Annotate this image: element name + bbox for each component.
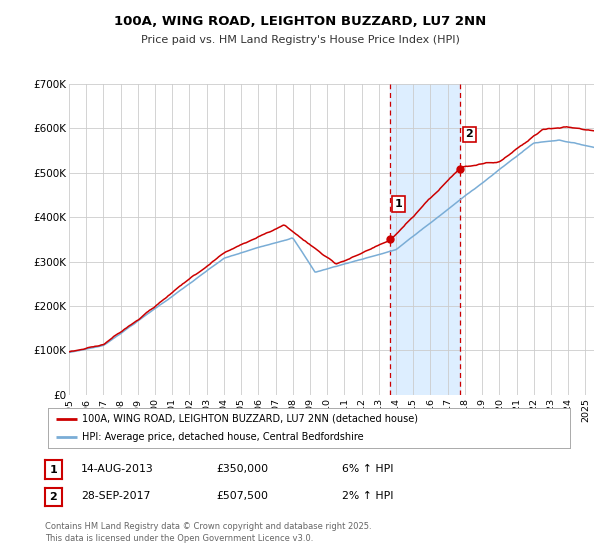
Text: £507,500: £507,500 [216,491,268,501]
Text: 6% ↑ HPI: 6% ↑ HPI [342,464,394,474]
Text: 2: 2 [50,492,57,502]
Text: 2% ↑ HPI: 2% ↑ HPI [342,491,394,501]
Text: 100A, WING ROAD, LEIGHTON BUZZARD, LU7 2NN (detached house): 100A, WING ROAD, LEIGHTON BUZZARD, LU7 2… [82,414,418,423]
Text: 1: 1 [50,465,57,474]
Text: Price paid vs. HM Land Registry's House Price Index (HPI): Price paid vs. HM Land Registry's House … [140,35,460,45]
Text: 1: 1 [395,199,403,209]
Text: £350,000: £350,000 [216,464,268,474]
Text: HPI: Average price, detached house, Central Bedfordshire: HPI: Average price, detached house, Cent… [82,432,364,442]
Text: 2: 2 [466,129,473,139]
Bar [389,84,460,395]
Text: 100A, WING ROAD, LEIGHTON BUZZARD, LU7 2NN: 100A, WING ROAD, LEIGHTON BUZZARD, LU7 2… [114,15,486,27]
Text: Contains HM Land Registry data © Crown copyright and database right 2025.
This d: Contains HM Land Registry data © Crown c… [45,522,371,543]
Text: 14-AUG-2013: 14-AUG-2013 [81,464,154,474]
Text: 28-SEP-2017: 28-SEP-2017 [81,491,151,501]
